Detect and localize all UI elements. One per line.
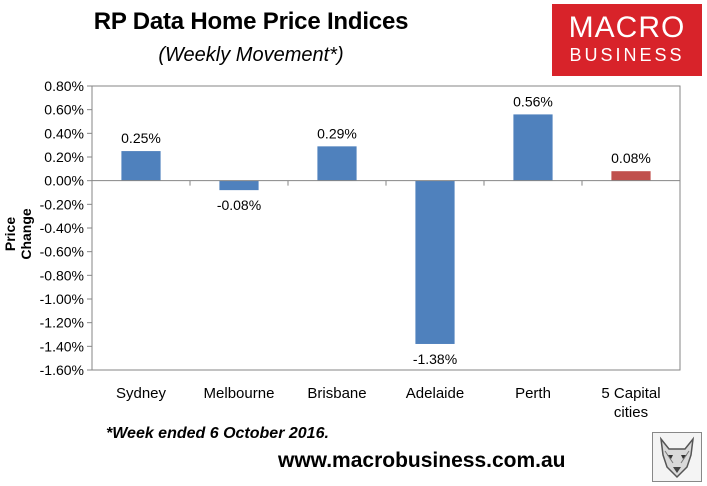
y-tick-label: -1.00%	[40, 291, 84, 307]
data-label: 0.29%	[317, 125, 357, 141]
logo-line-1: MACRO	[568, 11, 686, 44]
category-labels: Sydney Melbourne Brisbane Adelaide Perth 5 Ca…	[116, 385, 661, 420]
category-label: Melbourne	[204, 385, 275, 402]
category-label: Adelaide	[406, 385, 464, 402]
bar	[611, 171, 651, 181]
y-tick-label: -1.40%	[40, 338, 84, 354]
chart-subtitle: (Weekly Movement*)	[158, 44, 344, 66]
data-label: 0.08%	[611, 150, 651, 166]
data-label: -0.08%	[217, 197, 261, 213]
category-label: Brisbane	[307, 385, 366, 402]
bar	[121, 151, 161, 181]
x-axis	[91, 180, 681, 186]
y-tick-label: -0.60%	[40, 244, 84, 260]
bar-chart: 0.80% 0.60% 0.40% 0.20% 0.00% -0.20% -0.40% -0.…	[40, 78, 681, 420]
bar	[219, 180, 259, 191]
y-tick-label: -1.60%	[40, 362, 84, 378]
website-url: www.macrobusiness.com.au	[278, 449, 566, 472]
y-tick-label: 0.80%	[44, 78, 84, 94]
y-axis: 0.80% 0.60% 0.40% 0.20% 0.00% -0.20% -0.40% -0.…	[40, 78, 92, 378]
y-tick-label: -1.20%	[40, 315, 84, 331]
y-tick-label: -0.80%	[40, 267, 84, 283]
y-tick-label: 0.40%	[44, 125, 84, 141]
category-label: Sydney	[116, 385, 167, 402]
data-label: 0.56%	[513, 93, 553, 109]
plot-area	[91, 85, 681, 371]
macrobusiness-logo: MACRO BUSINESS	[552, 4, 702, 76]
y-tick-label: 0.20%	[44, 149, 84, 165]
wolf-head-icon	[652, 432, 702, 482]
bar	[317, 146, 357, 181]
footnote: *Week ended 6 October 2016.	[106, 425, 329, 442]
data-label: -1.38%	[413, 351, 457, 367]
category-label: Perth	[515, 385, 551, 402]
data-labels: 0.25% -0.08% 0.29% -1.38% 0.56% 0.08%	[121, 93, 651, 367]
bar	[415, 180, 455, 344]
bar	[513, 114, 553, 181]
data-label: 0.25%	[121, 130, 161, 146]
y-tick-label: 0.60%	[44, 102, 84, 118]
y-tick-label: 0.00%	[44, 173, 84, 189]
logo-line-2: BUSINESS	[569, 45, 685, 65]
bars	[121, 114, 651, 344]
y-tick-label: -0.40%	[40, 220, 84, 236]
category-label: 5 Capital cities	[601, 385, 660, 420]
y-tick-label: -0.20%	[40, 196, 84, 212]
chart-title: RP Data Home Price Indices	[93, 8, 409, 35]
